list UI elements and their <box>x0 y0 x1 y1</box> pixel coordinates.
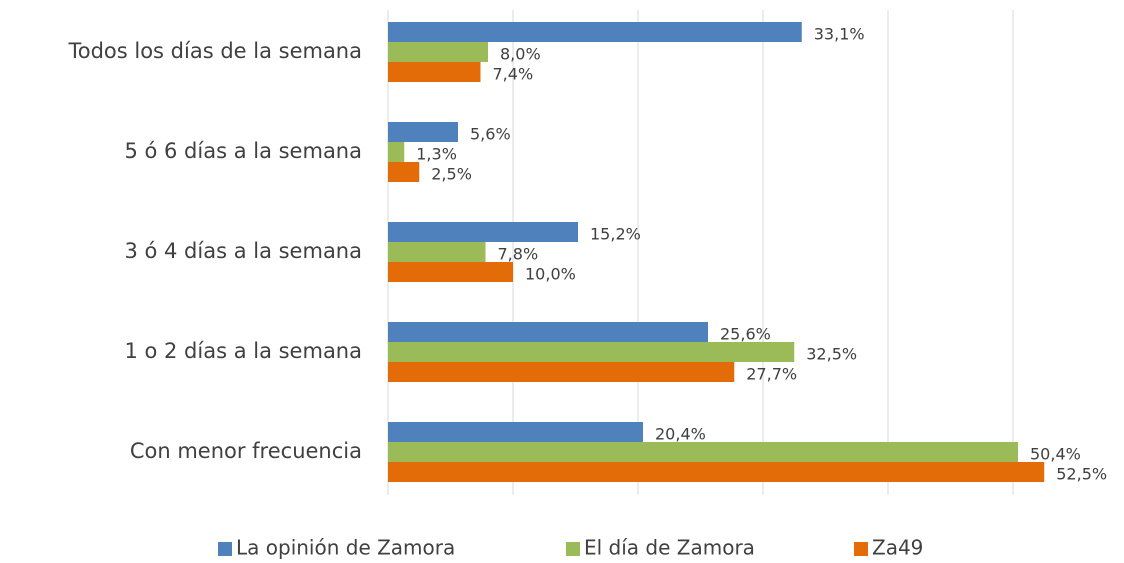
legend-label: La opinión de Zamora <box>236 536 455 560</box>
value-label: 5,6% <box>470 125 511 144</box>
bar <box>388 442 1018 462</box>
bar <box>388 122 458 142</box>
legend-swatch <box>218 542 232 556</box>
value-label: 8,0% <box>500 45 541 64</box>
value-label: 7,4% <box>493 65 534 84</box>
y-tick-label: Con menor frecuencia <box>130 439 362 463</box>
value-label: 32,5% <box>806 345 857 364</box>
y-tick-label: 3 ó 4 días a la semana <box>124 239 362 263</box>
value-label: 15,2% <box>590 225 641 244</box>
legend-swatch <box>854 542 868 556</box>
bar <box>388 422 643 442</box>
y-tick-label: Todos los días de la semana <box>67 39 362 63</box>
bar <box>388 142 405 162</box>
value-label: 20,4% <box>655 425 706 444</box>
bar <box>388 42 488 62</box>
bar <box>388 62 481 82</box>
bar <box>388 242 486 262</box>
legend-label: El día de Zamora <box>584 536 755 560</box>
bar <box>388 322 708 342</box>
bar <box>388 22 802 42</box>
value-label: 50,4% <box>1030 445 1081 464</box>
bar <box>388 222 578 242</box>
value-label: 7,8% <box>498 245 539 264</box>
bar <box>388 342 795 362</box>
value-label: 2,5% <box>431 165 472 184</box>
bar <box>388 262 513 282</box>
value-label: 27,7% <box>746 365 797 384</box>
legend-label: Za49 <box>872 536 923 560</box>
value-label: 10,0% <box>525 265 576 284</box>
value-label: 1,3% <box>416 145 457 164</box>
value-label: 33,1% <box>814 25 865 44</box>
bar <box>388 462 1045 482</box>
y-tick-label: 5 ó 6 días a la semana <box>124 139 362 163</box>
y-tick-label: 1 o 2 días a la semana <box>124 339 362 363</box>
value-label: 52,5% <box>1056 465 1107 484</box>
bar <box>388 362 735 382</box>
legend-swatch <box>566 542 580 556</box>
bar <box>388 162 420 182</box>
value-label: 25,6% <box>720 325 771 344</box>
